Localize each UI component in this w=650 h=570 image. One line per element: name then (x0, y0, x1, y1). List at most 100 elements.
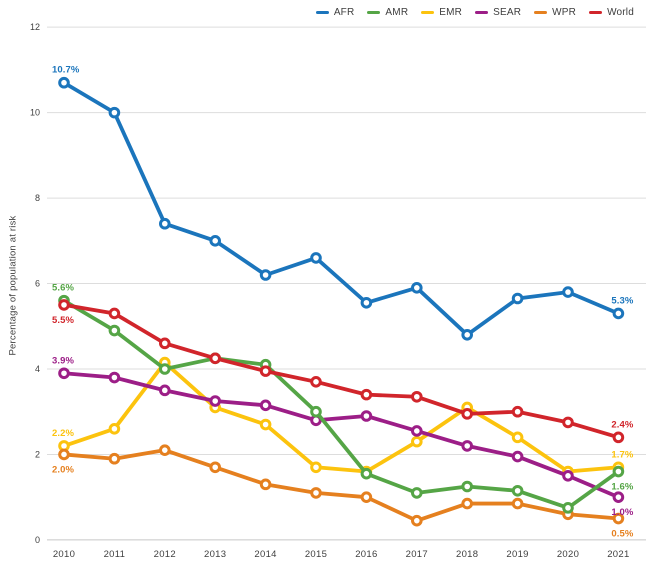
point-label-World-2021: 2.4% (611, 419, 634, 430)
x-tick-label: 2011 (104, 549, 126, 560)
point-label-EMR-2021: 1.7% (611, 449, 634, 460)
legend-dash-icon (367, 10, 381, 15)
legend-item-AFR[interactable]: AFR (315, 7, 355, 18)
legend-item-EMR[interactable]: EMR (421, 7, 462, 18)
y-axis-title: Percentage of population at risk (7, 215, 19, 356)
data-point-AMR-2019 (511, 484, 524, 497)
data-point-AMR-2018 (461, 480, 474, 493)
point-label-AFR-2010: 10.7% (52, 65, 80, 76)
point-label-WPR-2010: 2.0% (52, 464, 75, 475)
data-point-WPR-2010 (58, 448, 70, 461)
legend-dash-icon (421, 10, 435, 15)
data-point-WPR-2011 (108, 452, 121, 465)
series-EMR (58, 356, 625, 478)
point-label-AFR-2021: 5.3% (611, 295, 634, 306)
data-point-SEAR-2016 (360, 410, 373, 422)
data-point-SEAR-2021 (612, 491, 625, 503)
data-point-SEAR-2020 (562, 470, 574, 482)
data-point-AFR-2012 (159, 217, 171, 230)
series-SEAR (58, 367, 625, 503)
point-label-World-2010: 5.5% (52, 315, 75, 326)
data-point-SEAR-2018 (461, 440, 474, 452)
legend-item-World[interactable]: World (589, 7, 634, 18)
series-AMR (58, 294, 625, 514)
data-point-SEAR-2014 (259, 399, 272, 412)
data-point-World-2017 (411, 390, 423, 403)
x-tick-label: 2018 (456, 549, 478, 560)
data-point-SEAR-2012 (159, 384, 171, 397)
series-line-AMR (62, 298, 621, 510)
data-point-AFR-2011 (108, 106, 121, 119)
data-point-AFR-2019 (511, 292, 524, 305)
legend-label: EMR (439, 7, 463, 18)
data-point-AFR-2015 (310, 252, 322, 264)
data-point-AFR-2016 (360, 296, 373, 309)
data-point-AFR-2014 (259, 269, 272, 281)
x-tick-label: 2014 (254, 549, 276, 560)
data-point-WPR-2019 (511, 497, 524, 510)
data-point-AFR-2013 (209, 235, 221, 247)
y-tick-label: 6 (35, 279, 40, 289)
y-tick-label: 10 (30, 108, 40, 118)
series-AFR (58, 76, 625, 341)
y-tick-label: 4 (35, 364, 40, 374)
x-tick-label: 2019 (506, 549, 528, 560)
series-line-SEAR (62, 371, 621, 500)
data-point-AMR-2015 (310, 405, 322, 418)
legend-item-WPR[interactable]: WPR (534, 7, 576, 18)
y-tick-label: 2 (35, 449, 40, 459)
legend-label: SEAR (493, 7, 522, 18)
data-point-AFR-2020 (562, 286, 574, 298)
data-point-AMR-2016 (360, 467, 373, 480)
x-tick-label: 2015 (305, 549, 327, 560)
data-point-WPR-2017 (411, 514, 423, 527)
point-label-SEAR-2021: 1.0% (611, 507, 634, 518)
data-point-World-2021 (612, 431, 625, 444)
data-point-SEAR-2019 (511, 450, 524, 463)
data-point-AMR-2020 (562, 502, 574, 514)
data-point-AMR-2017 (411, 487, 423, 499)
x-tick-label: 2021 (607, 549, 629, 560)
data-point-SEAR-2013 (209, 395, 221, 407)
legend-label: World (607, 7, 634, 18)
data-point-WPR-2014 (259, 478, 272, 491)
data-point-AFR-2018 (461, 329, 474, 341)
series-line-World (62, 303, 621, 440)
legend-dash-icon (589, 10, 603, 15)
data-point-World-2019 (511, 405, 524, 418)
data-point-WPR-2013 (209, 461, 221, 474)
legend-label: AFR (333, 7, 355, 18)
data-point-WPR-2021 (612, 512, 625, 525)
data-point-World-2016 (360, 388, 373, 401)
data-point-World-2015 (310, 376, 322, 388)
series-World (58, 299, 625, 444)
data-point-WPR-2018 (461, 497, 474, 510)
legend-label: WPR (552, 7, 577, 18)
data-point-AMR-2021 (612, 465, 625, 478)
data-point-WPR-2016 (360, 491, 373, 503)
legend-label: AMR (385, 7, 409, 18)
legend-dash-icon (315, 10, 329, 15)
data-point-WPR-2015 (310, 487, 322, 499)
data-point-World-2020 (562, 416, 574, 429)
data-point-World-2014 (259, 365, 272, 377)
data-point-AFR-2021 (612, 307, 625, 320)
legend-dash-icon (534, 10, 548, 15)
data-point-WPR-2012 (159, 444, 171, 456)
point-label-EMR-2010: 2.2% (52, 428, 75, 439)
x-tick-label: 2016 (355, 549, 377, 560)
legend-item-AMR[interactable]: AMR (367, 7, 408, 18)
data-point-World-2012 (159, 337, 171, 350)
data-point-AMR-2012 (159, 363, 171, 375)
point-label-WPR-2021: 0.5% (611, 529, 634, 540)
x-tick-label: 2012 (154, 549, 176, 560)
x-tick-label: 2010 (53, 549, 75, 560)
data-point-World-2010 (58, 299, 70, 311)
data-point-AFR-2017 (411, 282, 423, 294)
chart-legend: AFR AMR EMR SEAR WPR World (315, 7, 634, 18)
legend-item-SEAR[interactable]: SEAR (475, 7, 521, 18)
point-label-AMR-2021: 1.6% (611, 482, 634, 493)
data-point-EMR-2011 (108, 423, 121, 435)
